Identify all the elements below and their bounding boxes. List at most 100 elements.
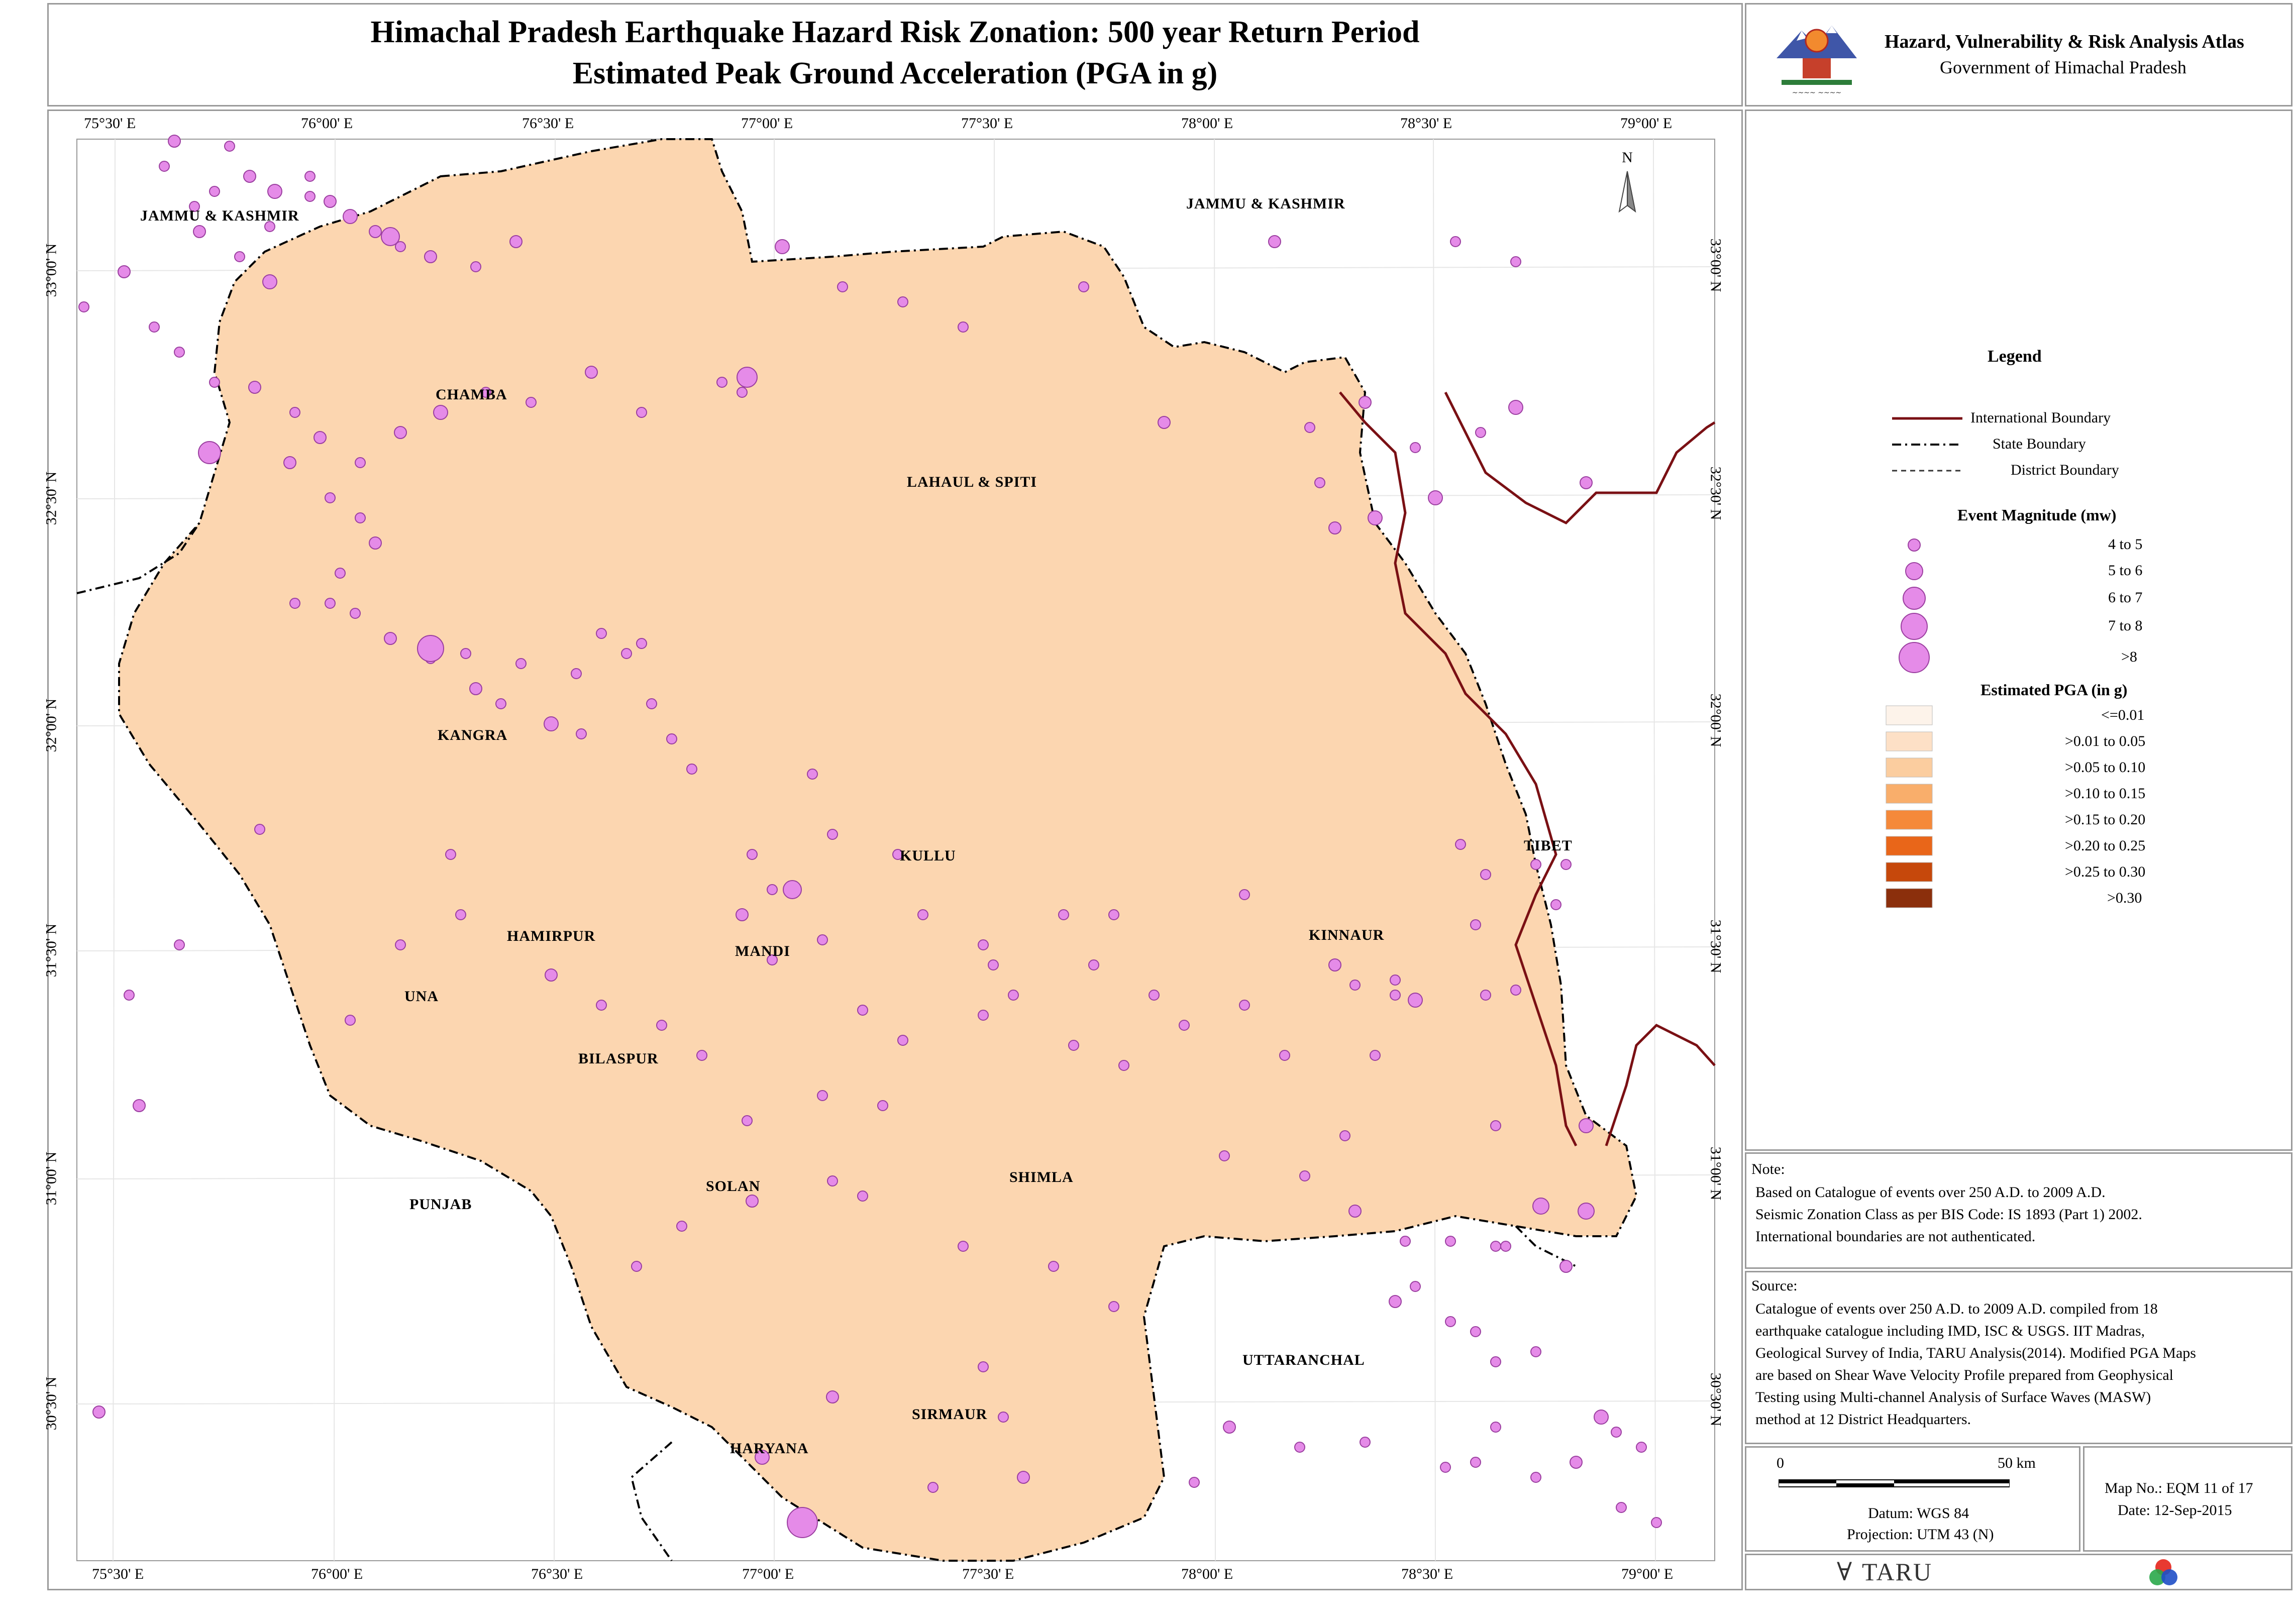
earthquake-event <box>1445 1316 1456 1327</box>
earthquake-event <box>224 141 235 152</box>
earthquake-event <box>978 939 989 950</box>
label-haryana: HARYANA <box>730 1440 809 1457</box>
earthquake-event <box>1008 990 1019 1001</box>
international-boundary-north <box>1444 391 1716 525</box>
earthquake-event <box>118 265 131 278</box>
legend-mag-1: 5 to 6 <box>2108 562 2143 579</box>
lon-tick-top-2: 76°30' E <box>522 115 574 132</box>
earthquake-event <box>1118 1060 1129 1071</box>
earthquake-event-large <box>1532 1198 1549 1215</box>
legend-pga-2: >0.05 to 0.10 <box>2065 759 2146 776</box>
earthquake-event <box>1339 1130 1350 1141</box>
international-boundary-west <box>1339 391 1578 1147</box>
north-arrow-icon[interactable]: N <box>1618 149 1636 213</box>
label-uttaranchal: UTTARANCHAL <box>1242 1352 1365 1368</box>
earthquake-event <box>576 728 587 739</box>
earthquake-event <box>1500 1241 1511 1252</box>
lon-tick-bottom-1: 76°00' E <box>311 1566 363 1582</box>
label-mandi: MANDI <box>735 943 790 959</box>
earthquake-event <box>92 1405 106 1419</box>
pga-swatch-1 <box>1886 731 1933 751</box>
lat-tick-left-4: 31°00' N <box>43 1151 60 1206</box>
atlas-govt: Government of Himachal Pradesh <box>1940 57 2186 77</box>
earthquake-event <box>958 1241 969 1252</box>
earthquake-event <box>495 698 506 709</box>
legend-pga-5: >0.20 to 0.25 <box>2065 837 2146 854</box>
earthquake-event <box>1058 909 1069 920</box>
earthquake-event <box>545 968 558 982</box>
note-panel: Note: Based on Catalogue of events over … <box>1745 1152 2292 1269</box>
earthquake-event <box>1580 476 1593 489</box>
earthquake-event <box>335 568 346 579</box>
earthquake-event <box>585 366 598 379</box>
earthquake-event <box>1616 1502 1627 1513</box>
atlas-header-panel: ~~~~ ~~~~ Hazard, Vulnerability & Risk A… <box>1745 3 2292 106</box>
lat-tick-left-2: 32°00' N <box>43 698 60 752</box>
note-line-1: Based on Catalogue of events over 250 A.… <box>1755 1184 2106 1201</box>
earthquake-event <box>767 954 778 965</box>
earthquake-event <box>209 377 220 388</box>
earthquake-event <box>314 431 327 444</box>
earthquake-event-large <box>783 880 802 899</box>
lon-tick-bottom-4: 77°30' E <box>962 1566 1014 1582</box>
earthquake-event <box>369 536 382 550</box>
earthquake-event <box>174 939 185 950</box>
scale-end: 50 km <box>1998 1455 2036 1471</box>
earthquake-event <box>193 225 206 238</box>
earthquake-event <box>631 1261 642 1272</box>
international-boundary-east <box>1605 1023 1716 1146</box>
earthquake-event <box>666 733 677 744</box>
logo-panel: ∀ TARU <box>1745 1554 2292 1590</box>
earthquake-event <box>509 235 523 248</box>
earthquake-event <box>526 397 537 408</box>
legend-pga-3: >0.10 to 0.15 <box>2065 785 2146 802</box>
earthquake-event <box>1559 1260 1573 1273</box>
earthquake-event <box>133 1099 146 1112</box>
earthquake-event <box>1530 1346 1541 1357</box>
source-line-1: Catalogue of events over 250 A.D. to 200… <box>1755 1301 2158 1317</box>
earthquake-event <box>1410 1281 1421 1292</box>
himachal-emblem-icon: ~~~~ ~~~~ <box>1777 26 1857 97</box>
earthquake-event <box>892 849 903 860</box>
earthquake-event <box>445 849 456 860</box>
earthquake-event <box>262 274 277 289</box>
earthquake-event <box>827 829 838 840</box>
earthquake-event <box>1651 1517 1662 1528</box>
earthquake-event <box>470 261 481 272</box>
earthquake-event <box>1294 1442 1305 1453</box>
earthquake-event-large <box>737 367 758 388</box>
source-panel: Source: Catalogue of events over 250 A.D… <box>1745 1271 2292 1444</box>
lat-tick-left-3: 31°30' N <box>43 923 60 978</box>
earthquake-event <box>124 990 135 1001</box>
earthquake-event <box>736 908 749 921</box>
earthquake-event <box>1490 1422 1501 1433</box>
scale-bar <box>1779 1479 2010 1487</box>
label-bilaspur: BILASPUR <box>578 1050 659 1067</box>
earthquake-event <box>168 135 181 148</box>
legend-district-boundary: District Boundary <box>2011 462 2119 478</box>
earthquake-event <box>325 492 336 503</box>
earthquake-event <box>343 209 358 224</box>
earthquake-event <box>304 191 316 202</box>
earthquake-event <box>716 377 727 388</box>
hazard-map[interactable]: N <box>49 111 1741 1589</box>
label-chamba: CHAMBA <box>436 386 507 403</box>
earthquake-event <box>1268 235 1281 248</box>
earthquake-event <box>656 1020 667 1031</box>
earthquake-event <box>460 648 471 659</box>
lat-tick-right-2: 32°00' N <box>1707 693 1724 747</box>
earthquake-event <box>1508 400 1523 415</box>
earthquake-event <box>1530 1472 1541 1483</box>
earthquake-event <box>350 608 361 619</box>
earthquake-event <box>1328 958 1341 971</box>
pga-swatch-6 <box>1886 862 1933 882</box>
lon-tick-top-4: 77°30' E <box>961 115 1013 132</box>
earthquake-event <box>857 1005 868 1016</box>
scale-datum: Datum: WGS 84 <box>1868 1505 1969 1522</box>
label-hamirpur: HAMIRPUR <box>507 928 596 944</box>
earthquake-event <box>1349 980 1361 991</box>
earthquake-event <box>394 426 407 439</box>
earthquake-event <box>1440 1462 1451 1473</box>
scale-panel: 0 50 km Datum: WGS 84 Projection: UTM 43… <box>1745 1446 2080 1552</box>
earthquake-event <box>1219 1150 1230 1161</box>
